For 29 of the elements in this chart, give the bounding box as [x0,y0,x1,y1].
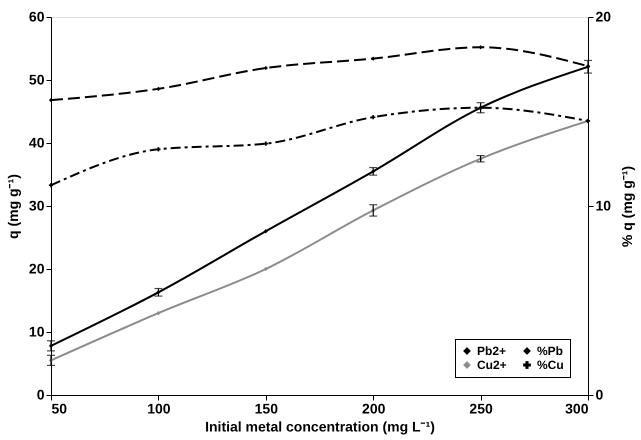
x-tick-label: 200 [362,400,386,416]
point [156,147,161,152]
y2-tick-label: 10 [596,198,612,214]
point [156,310,161,316]
y-axis-title: q (mg g⁻¹) [4,174,21,239]
x-axis-title: Initial metal concentration (mg L⁻¹) [205,418,435,434]
x-tick-label: 300 [565,400,589,416]
legend-label: %Pb [537,344,564,358]
y-tick-label: 50 [28,72,45,88]
y-tick-label: 30 [28,198,45,214]
y2-tick-label: 20 [596,8,612,24]
point [371,115,376,120]
point [264,142,268,146]
legend-label: Cu2+ [477,358,507,372]
point [48,183,54,188]
y-tick-label: 10 [28,324,45,340]
x-tick-label: 250 [469,400,493,416]
y-tick-label: 20 [28,260,45,276]
legend-label: Pb2+ [477,344,506,358]
point [264,229,268,234]
x-tick-label: 50 [52,400,68,416]
y2-axis-title: % q (mg g⁻¹) [619,166,636,248]
legend-label: %Cu [537,358,564,372]
y-tick-label: 40 [28,134,45,150]
y-tick-label: 60 [28,8,45,24]
y2-tick-label: 0 [596,386,604,402]
x-tick-label: 150 [254,400,278,416]
x-tick-label: 100 [147,400,171,416]
y-tick-label: 0 [36,386,45,402]
